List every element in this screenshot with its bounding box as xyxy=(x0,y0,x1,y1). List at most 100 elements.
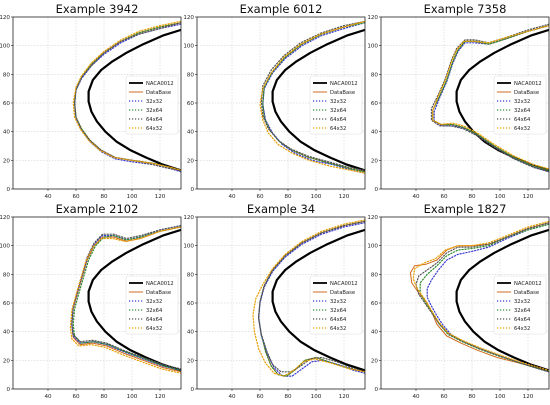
y-tick-label: 120 xyxy=(183,215,194,221)
legend-label: NACA0012 xyxy=(514,281,542,287)
series-line-64x32 xyxy=(72,20,181,171)
x-tick-label: 80 xyxy=(468,194,476,200)
y-tick-label: 80 xyxy=(3,272,11,278)
x-tick-label: 80 xyxy=(468,394,476,400)
y-tick-label: 60 xyxy=(371,301,379,307)
x-tick-label: 100 xyxy=(495,394,506,400)
series-line-32x64 xyxy=(262,22,365,173)
y-tick-label: 80 xyxy=(371,272,379,278)
series-line-32x32 xyxy=(71,225,181,371)
series-line-64x32 xyxy=(252,219,365,377)
legend-label: 32x32 xyxy=(514,299,530,305)
legend: NACA0012 DataBase 32x32 32x64 64x64 64x32 xyxy=(493,75,547,135)
x-tick-label: 120 xyxy=(523,394,534,400)
legend-label: DataBase xyxy=(514,90,539,96)
series-line-64x32 xyxy=(412,220,549,371)
y-tick-label: 0 xyxy=(374,187,378,193)
x-tick-label: 120 xyxy=(523,194,534,200)
series-group xyxy=(69,225,181,374)
x-tick-label: 120 xyxy=(155,194,166,200)
y-tick-label: 100 xyxy=(0,244,10,250)
legend-label: 64x32 xyxy=(330,126,346,132)
legend-label: NACA0012 xyxy=(330,81,358,87)
legend-label: 32x64 xyxy=(146,308,163,314)
chart-title: Example 6012 xyxy=(240,2,323,16)
series-line-64x64 xyxy=(430,23,549,173)
y-tick-label: 40 xyxy=(371,330,379,336)
legend-label: NACA0012 xyxy=(146,81,174,87)
series-line-64x32 xyxy=(69,226,181,374)
legend-label: 64x32 xyxy=(146,126,162,132)
series-group xyxy=(252,219,365,377)
x-tick-label: 40 xyxy=(228,194,236,200)
y-tick-label: 60 xyxy=(3,301,11,307)
chart-panel: Example 1827 40 60 80 100 120 0 20 40 60 80 100 120 N… xyxy=(367,202,550,400)
legend-label: 32x32 xyxy=(146,99,162,105)
legend-label: 32x64 xyxy=(330,308,347,314)
x-tick-label: 100 xyxy=(495,194,506,200)
series-line-64x32 xyxy=(259,20,365,174)
chart-title: Example 2102 xyxy=(56,202,139,216)
series-line-naca0012 xyxy=(87,28,181,172)
series-group xyxy=(259,20,365,174)
series-line-naca0012 xyxy=(271,228,365,372)
legend-label: 64x32 xyxy=(514,326,530,332)
chart-panel: Example 2102 40 60 80 100 120 0 20 40 60 80 100 120 N… xyxy=(0,202,182,400)
chart-title: Example 1827 xyxy=(424,202,507,216)
x-tick-label: 60 xyxy=(440,394,448,400)
y-tick-label: 60 xyxy=(3,101,11,107)
legend-label: 64x64 xyxy=(146,117,163,123)
legend-label: 64x64 xyxy=(146,317,163,323)
legend: NACA0012 DataBase 32x32 32x64 64x64 64x32 xyxy=(309,275,363,335)
y-tick-label: 120 xyxy=(0,215,10,221)
y-tick-label: 20 xyxy=(187,158,195,164)
y-tick-label: 100 xyxy=(183,244,194,250)
legend-label: 32x64 xyxy=(146,108,163,114)
legend-label: 64x64 xyxy=(514,317,531,323)
legend: NACA0012 DataBase 32x32 32x64 64x64 64x32 xyxy=(125,275,179,335)
series-line-64x64 xyxy=(71,225,181,370)
y-tick-label: 100 xyxy=(367,244,378,250)
legend-label: 32x64 xyxy=(514,108,531,114)
y-tick-label: 120 xyxy=(367,215,378,221)
y-tick-label: 60 xyxy=(187,101,195,107)
x-tick-label: 80 xyxy=(100,394,108,400)
x-tick-label: 100 xyxy=(311,394,322,400)
chart-title: Example 7358 xyxy=(424,2,507,16)
y-tick-label: 100 xyxy=(183,44,194,50)
legend-label: DataBase xyxy=(330,290,355,296)
legend-label: 32x64 xyxy=(330,108,347,114)
legend: NACA0012 DataBase 32x32 32x64 64x64 64x32 xyxy=(125,75,179,135)
legend-label: 64x64 xyxy=(330,117,347,123)
y-tick-label: 40 xyxy=(3,130,11,136)
legend-label: DataBase xyxy=(146,290,171,296)
y-tick-label: 0 xyxy=(190,387,194,393)
x-tick-label: 100 xyxy=(127,194,138,200)
series-line-64x64 xyxy=(260,20,365,171)
y-tick-label: 40 xyxy=(371,130,379,136)
y-tick-label: 80 xyxy=(371,72,379,78)
y-tick-label: 60 xyxy=(187,301,195,307)
series-line-naca0012 xyxy=(87,228,181,372)
x-tick-label: 60 xyxy=(256,194,264,200)
x-tick-label: 80 xyxy=(284,194,292,200)
legend-label: NACA0012 xyxy=(330,281,358,287)
x-tick-label: 120 xyxy=(155,394,166,400)
y-tick-label: 120 xyxy=(183,15,194,21)
y-tick-label: 60 xyxy=(371,101,379,107)
axes-frame xyxy=(12,216,182,390)
x-tick-label: 40 xyxy=(412,194,420,200)
x-tick-label: 60 xyxy=(256,394,264,400)
x-tick-label: 40 xyxy=(228,394,236,400)
legend-label: 64x32 xyxy=(146,326,162,332)
x-tick-label: 40 xyxy=(44,194,52,200)
x-tick-label: 100 xyxy=(311,194,322,200)
legend-label: 64x64 xyxy=(330,317,347,323)
axes-frame xyxy=(380,216,550,390)
legend-label: 32x64 xyxy=(514,308,531,314)
legend-label: 32x32 xyxy=(146,299,162,305)
series-line-naca0012 xyxy=(455,28,549,172)
series-line-32x64 xyxy=(72,226,181,371)
series-line-naca0012 xyxy=(455,228,549,372)
